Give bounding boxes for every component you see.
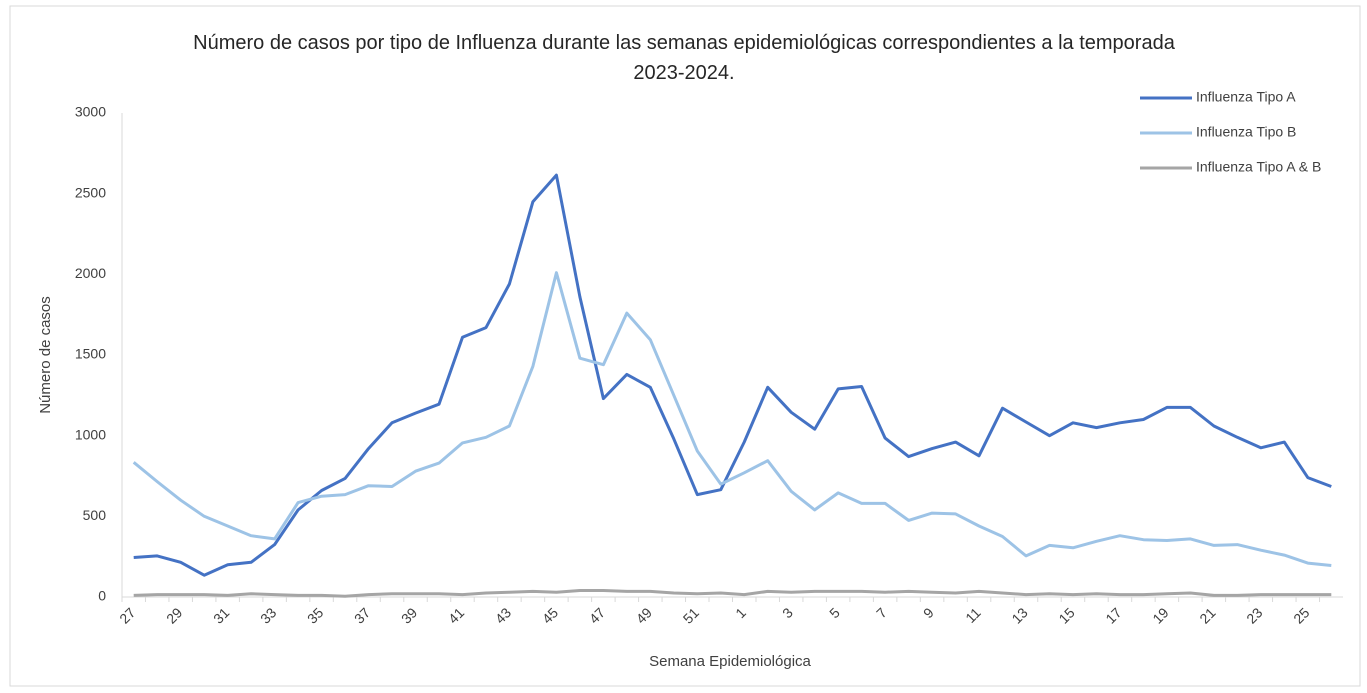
series-line bbox=[133, 173, 1332, 577]
y-tick-label: 2000 bbox=[75, 265, 106, 281]
y-tick-label: 0 bbox=[98, 588, 106, 604]
legend-label: Influenza Tipo A bbox=[1196, 89, 1296, 105]
chart-title: Número de casos por tipo de Influenza du… bbox=[193, 32, 1175, 84]
legend-label: Influenza Tipo A & B bbox=[1196, 159, 1321, 175]
chart-border bbox=[9, 5, 1361, 687]
y-axis-title: Número de casos bbox=[37, 296, 54, 414]
y-tick-label: 500 bbox=[83, 507, 107, 523]
x-axis-title: Semana Epidemiológica bbox=[649, 653, 811, 670]
y-tick-label: 1000 bbox=[75, 426, 106, 442]
series-line bbox=[133, 589, 1332, 598]
y-tick-label: 3000 bbox=[75, 104, 106, 120]
legend-label: Influenza Tipo B bbox=[1196, 124, 1296, 140]
y-tick-label: 2500 bbox=[75, 184, 106, 200]
y-tick-label: 1500 bbox=[75, 346, 106, 362]
series-line bbox=[132, 271, 1332, 567]
